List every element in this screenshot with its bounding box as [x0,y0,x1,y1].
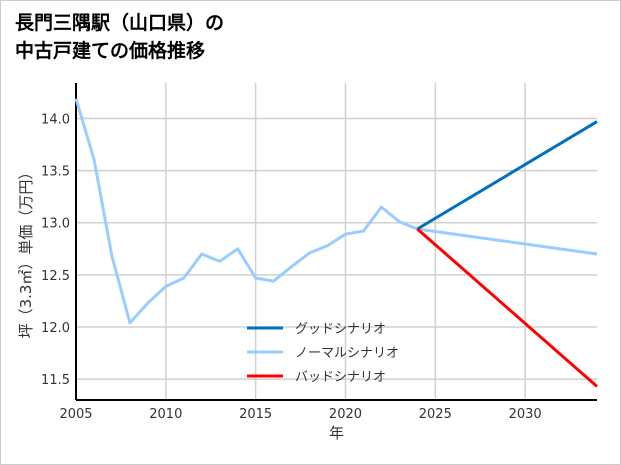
chart-title: 長門三隅駅（山口県）の 中古戸建ての価格推移 [15,9,224,65]
x-axis-label: 年 [329,424,344,442]
y-tick-label: 12.0 [41,321,70,336]
chart-title-line-2: 中古戸建ての価格推移 [15,40,206,62]
x-tick-label: 2020 [329,407,362,422]
y-tick-label: 13.5 [41,165,70,180]
legend-label-0: グッドシナリオ [295,322,386,337]
chart-title-line-1: 長門三隅駅（山口県）の [15,12,225,34]
legend-label-1: ノーマルシナリオ [295,346,399,361]
x-tick-label: 2025 [419,407,452,422]
x-tick-label: 2030 [509,407,542,422]
series-line-1 [74,98,598,325]
y-axis-label: 坪（3.3㎡）単価（万円） [17,165,35,339]
legend-label-2: バッドシナリオ [295,370,386,385]
series-line-0 [416,120,598,231]
y-tick-label: 14.0 [41,112,70,127]
series-line-2 [416,227,598,388]
x-tick-label: 2015 [239,407,272,422]
y-tick-label: 12.5 [41,269,70,284]
x-tick-label: 2005 [59,407,92,422]
y-tick-label: 11.5 [41,373,70,388]
y-tick-label: 13.0 [41,217,70,232]
x-tick-label: 2010 [149,407,182,422]
